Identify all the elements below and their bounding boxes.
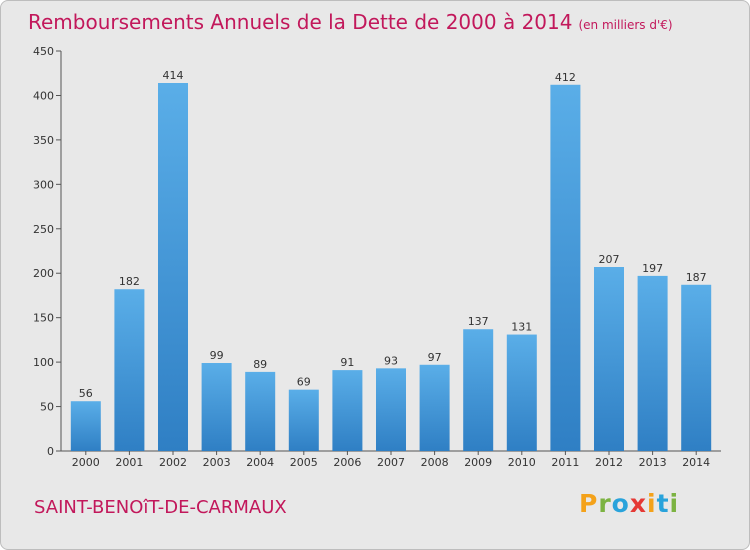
y-tick-label: 100 [33, 356, 54, 369]
data-label: 56 [79, 387, 93, 400]
x-tick-label: 2013 [639, 456, 667, 469]
data-label: 207 [599, 253, 620, 266]
y-tick-label: 400 [33, 89, 54, 102]
bar [550, 84, 581, 452]
x-tick-label: 2003 [203, 456, 231, 469]
x-tick-label: 2010 [508, 456, 536, 469]
brand-letter: P [579, 489, 599, 518]
x-tick-label: 2007 [377, 456, 405, 469]
chart-bars [70, 83, 712, 452]
data-label: 99 [210, 349, 224, 362]
data-label: 187 [686, 271, 707, 284]
bar [594, 267, 624, 451]
y-tick-label: 150 [33, 312, 54, 325]
bar [70, 401, 101, 451]
bar [288, 389, 319, 451]
bar [376, 368, 406, 451]
y-tick-label: 450 [33, 45, 54, 58]
bar [637, 275, 668, 451]
x-tick-label: 2008 [421, 456, 449, 469]
brand-letter: i [647, 489, 657, 518]
data-label: 97 [428, 351, 442, 364]
data-label: 91 [340, 356, 354, 369]
bar [681, 284, 712, 451]
x-tick-label: 2005 [290, 456, 318, 469]
data-label: 182 [119, 275, 140, 288]
data-label: 197 [642, 262, 663, 275]
data-label: 414 [163, 69, 184, 82]
data-label: 412 [555, 71, 576, 84]
bar [201, 363, 232, 451]
y-tick-label: 250 [33, 223, 54, 236]
y-tick-label: 200 [33, 267, 54, 280]
brand-letter: o [611, 489, 630, 518]
x-tick-label: 2006 [333, 456, 361, 469]
chart-title: Remboursements Annuels de la Dette de 20… [28, 10, 673, 34]
bar [245, 371, 276, 451]
data-label: 131 [511, 321, 532, 334]
x-tick-label: 2014 [682, 456, 710, 469]
x-tick-label: 2000 [72, 456, 100, 469]
chart-labels: 2000 56 2001 182 2002 414 2003 99 2004 89 2005 69 20… [72, 69, 710, 469]
y-tick-label: 50 [40, 401, 54, 414]
data-label: 93 [384, 354, 398, 367]
y-tick-label: 0 [47, 445, 54, 458]
brand-letter: r [598, 489, 612, 518]
bar [419, 364, 450, 451]
x-tick-label: 2012 [595, 456, 623, 469]
brand-letter: i [669, 489, 680, 518]
brand-letter: x [629, 489, 647, 518]
city-name: SAINT-BENOîT-DE-CARMAUX [34, 497, 287, 518]
bar [463, 329, 494, 451]
bar [506, 334, 537, 451]
proxiti-logo: Proxiti [579, 489, 679, 518]
x-tick-label: 2004 [246, 456, 274, 469]
data-label: 89 [253, 358, 267, 371]
brand-letter: t [656, 489, 670, 518]
bar [158, 83, 188, 451]
bar [114, 289, 145, 451]
x-tick-label: 2002 [159, 456, 187, 469]
y-tick-label: 350 [33, 134, 54, 147]
y-tick-label: 300 [33, 178, 54, 191]
x-tick-label: 2011 [551, 456, 579, 469]
x-tick-label: 2009 [464, 456, 492, 469]
chart-subtitle: (en milliers d'€) [578, 18, 673, 32]
x-tick-label: 2001 [115, 456, 143, 469]
data-label: 137 [468, 315, 489, 328]
bar [332, 370, 363, 451]
data-label: 69 [297, 376, 311, 389]
